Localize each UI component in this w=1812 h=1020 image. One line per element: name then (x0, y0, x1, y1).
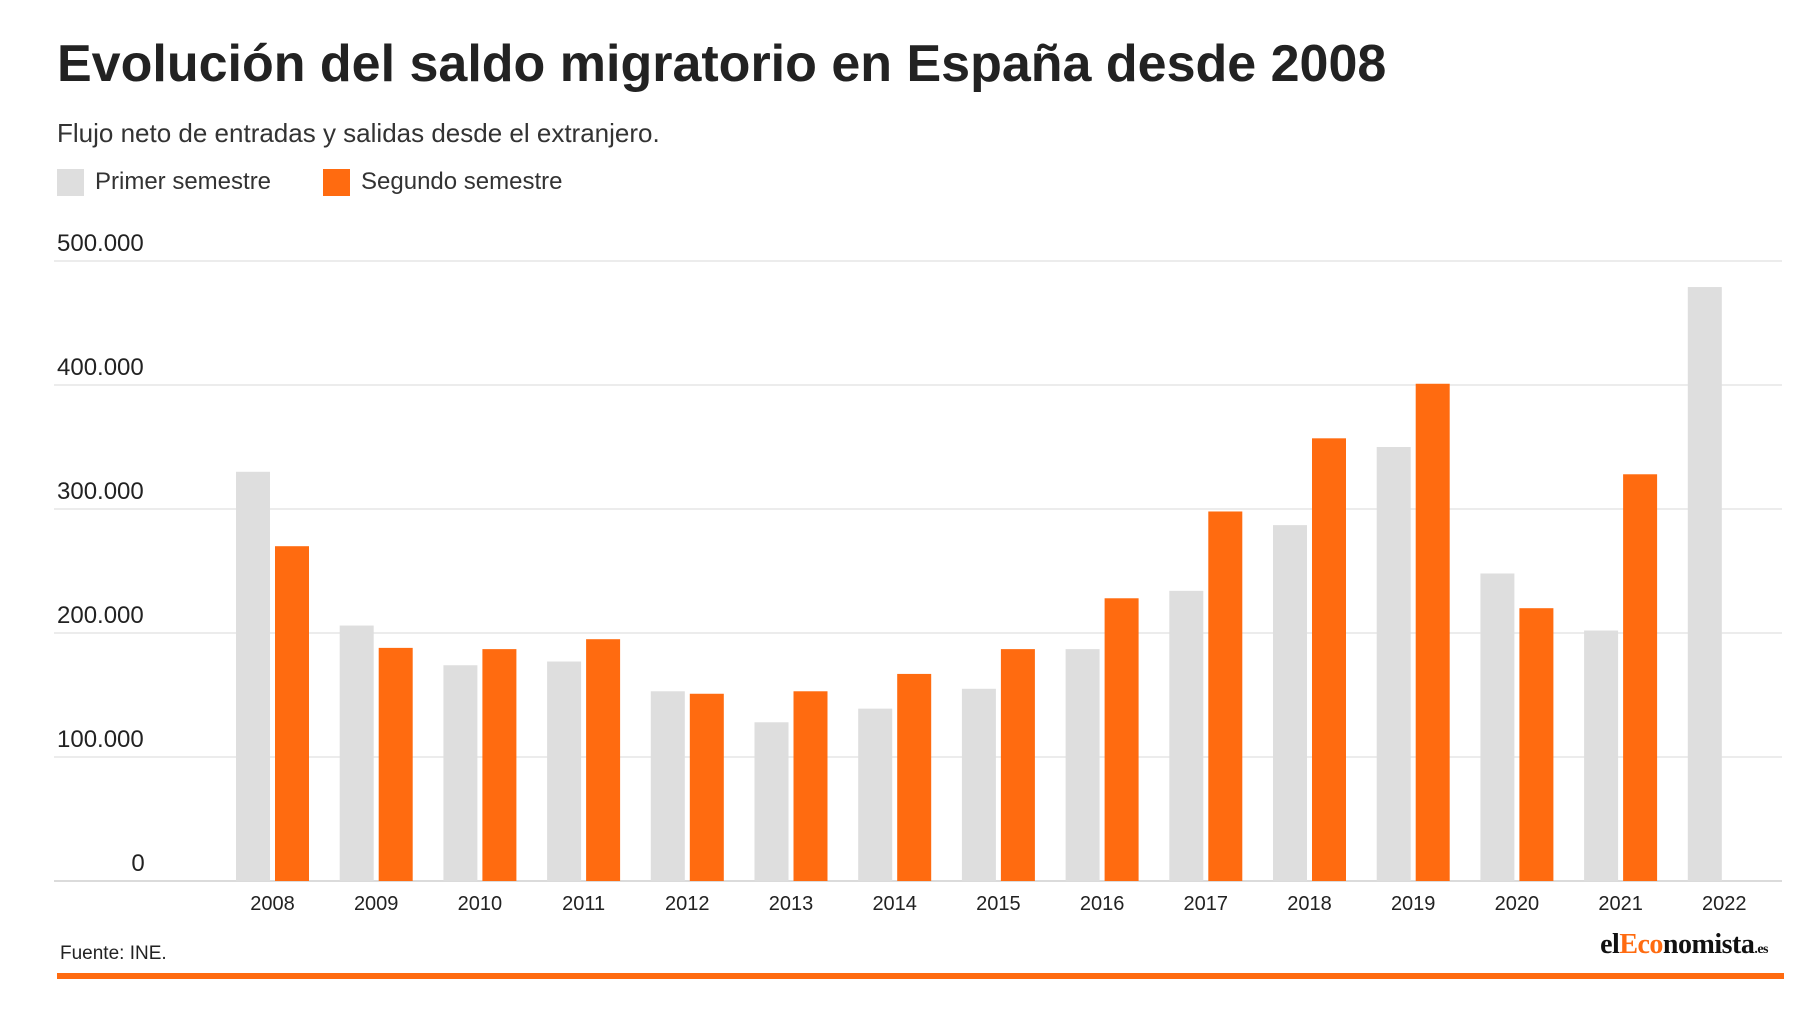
bar-chart: 0 100.000 200.000 300.000 400.000 500.000 2008… (54, 230, 1782, 915)
y-tick-label-1: 100.000 (57, 726, 144, 753)
bar-segundo-2013 (793, 691, 828, 881)
x-tick-label-2012: 2012 (665, 893, 710, 915)
bar-primer-2013 (754, 722, 789, 881)
bar-segundo-2018 (1312, 438, 1346, 881)
bar-primer-2011 (547, 661, 582, 881)
bar-segundo-2016 (1104, 598, 1139, 881)
bar-segundo-2021 (1623, 474, 1658, 881)
x-tick-label-2016: 2016 (1080, 893, 1125, 915)
bar-primer-2008 (236, 471, 270, 881)
bar-segundo-2010 (482, 649, 517, 881)
bar-primer-2022 (1687, 287, 1722, 881)
chart-subtitle: Flujo neto de entradas y salidas desde e… (57, 118, 660, 148)
bar-primer-2014 (858, 708, 893, 881)
chart-title: Evolución del saldo migratorio en España… (57, 35, 1387, 93)
y-tick-label-3: 300.000 (57, 478, 144, 505)
bar-segundo-2017 (1208, 511, 1243, 881)
bar-primer-2010 (443, 665, 478, 881)
y-tick-label-2: 200.000 (57, 602, 144, 629)
legend-swatch-primer-semestre (57, 168, 84, 196)
bar-segundo-2019 (1415, 383, 1450, 881)
x-tick-label-2013: 2013 (769, 893, 814, 915)
x-tick-label-2017: 2017 (1184, 893, 1229, 915)
bar-segundo-2015 (1000, 649, 1035, 881)
legend-item-segundo-semestre: Segundo semestre (323, 168, 563, 196)
y-tick-label-0: 0 (131, 850, 144, 877)
eleconomista-logo: elEconomista.es (1600, 929, 1768, 960)
bar-segundo-2011 (586, 639, 621, 881)
y-tick-label-5: 500.000 (57, 230, 144, 257)
bar-primer-2021 (1584, 630, 1619, 881)
x-tick-label-2019: 2019 (1391, 893, 1436, 915)
bar-segundo-2009 (378, 647, 413, 881)
x-tick-label-2011: 2011 (562, 893, 605, 915)
bar-primer-2019 (1376, 447, 1411, 881)
source-note: Fuente: INE. (60, 943, 167, 964)
legend-label-primer-semestre: Primer semestre (95, 168, 272, 195)
bottom-rule (57, 973, 1784, 979)
legend-item-primer-semestre: Primer semestre (57, 168, 271, 196)
bar-segundo-2014 (897, 673, 932, 881)
bar-primer-2009 (339, 625, 374, 881)
legend: Primer semestre Segundo semestre (57, 168, 615, 196)
bar-primer-2015 (961, 688, 996, 881)
bar-primer-2012 (650, 691, 685, 881)
legend-swatch-segundo-semestre (323, 168, 351, 196)
bar-primer-2018 (1273, 525, 1307, 881)
x-tick-label-2010: 2010 (458, 893, 503, 915)
x-tick-label-2014: 2014 (872, 893, 917, 915)
y-tick-label-4: 400.000 (57, 354, 144, 381)
bar-segundo-2008 (275, 546, 309, 881)
legend-label-segundo-semestre: Segundo semestre (361, 168, 563, 195)
x-tick-label-2008: 2008 (250, 893, 295, 915)
bar-segundo-2020 (1519, 608, 1554, 881)
x-tick-label-2020: 2020 (1495, 893, 1540, 915)
x-tick-label-2015: 2015 (976, 893, 1021, 915)
bar-primer-2016 (1065, 649, 1100, 881)
bar-segundo-2012 (689, 693, 724, 881)
x-tick-label-2009: 2009 (354, 893, 399, 915)
bar-primer-2020 (1480, 573, 1515, 881)
x-tick-label-2022: 2022 (1702, 893, 1747, 915)
bar-primer-2017 (1169, 590, 1204, 881)
x-tick-label-2018: 2018 (1287, 893, 1332, 915)
x-tick-label-2021: 2021 (1598, 893, 1643, 915)
